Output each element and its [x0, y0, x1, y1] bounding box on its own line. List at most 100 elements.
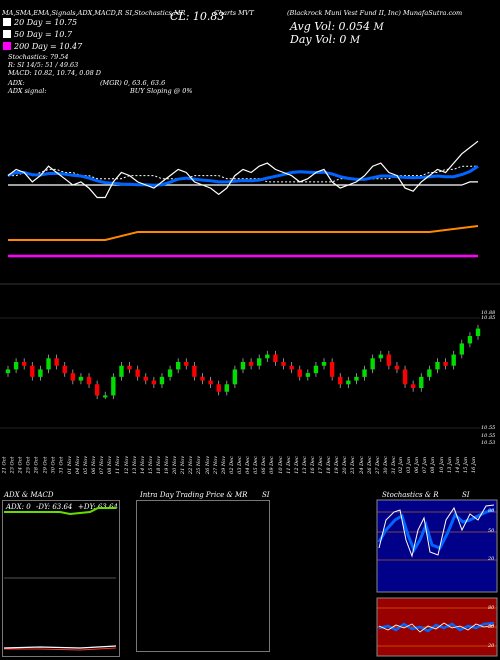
day-vol-label: Day Vol: 0 M	[290, 33, 361, 46]
candle-body	[475, 328, 481, 336]
candle-body	[103, 395, 108, 398]
adx-dy-line	[4, 507, 116, 516]
candle-body	[419, 376, 424, 388]
price-tick-bottom2: 10.55	[481, 433, 496, 439]
candle-body	[127, 365, 132, 370]
candle-body	[402, 369, 408, 385]
intraday-si-label: SI	[262, 491, 270, 499]
rsi-tick-50: 50	[488, 624, 495, 630]
stoch-k-line	[378, 504, 495, 558]
candle-body	[46, 358, 51, 370]
candle-body	[70, 373, 76, 381]
candle-body	[281, 362, 286, 366]
candle-body	[265, 354, 270, 359]
candle-body	[273, 354, 278, 362]
chart-title-left: MA,SMA,EMA,Signals,ADX,MACD,R	[2, 9, 123, 17]
adx-panel	[2, 500, 120, 657]
dy-neg-value: -DY: 63.64	[36, 503, 73, 511]
candle-body	[289, 365, 294, 370]
candle-body	[167, 369, 173, 377]
candle-body	[175, 362, 181, 370]
legend-200day-swatch	[3, 42, 11, 50]
stoch-d-line	[377, 508, 495, 554]
candle-body	[208, 380, 213, 385]
company-label: (Blackrock Muni Vest Fund II, Inc) Munaf…	[287, 9, 463, 17]
rsi-signal-line	[378, 622, 495, 633]
candle-body	[216, 384, 221, 392]
candle-body	[22, 362, 27, 366]
price-tick-bottom: 10.55	[481, 425, 496, 431]
candle-body	[467, 336, 473, 344]
candle-body	[248, 362, 254, 366]
candle-body	[257, 358, 262, 366]
main-chart	[0, 140, 500, 429]
ma20-line	[8, 165, 478, 183]
macd-line	[3, 645, 117, 649]
candle-body	[135, 369, 140, 377]
adx-value: ADX: 0	[6, 503, 31, 511]
legend-50day-swatch	[3, 30, 11, 38]
candle-body	[30, 365, 35, 377]
rsi-line	[378, 621, 495, 633]
macd-signal-line	[4, 647, 117, 651]
adx-line: ADX: (MGR) 0, 63.6, 63.6	[8, 79, 166, 87]
candle-body	[38, 369, 43, 377]
candle-body	[435, 362, 440, 370]
close-label: CL: 10.83	[170, 10, 225, 23]
candle-body	[362, 369, 367, 377]
candle-body	[329, 362, 335, 377]
rsi-tick-20: 20	[488, 643, 495, 649]
chart-title-mid: SI,Stochastics,MR	[125, 9, 186, 17]
candle-body	[321, 362, 327, 366]
candle-body	[459, 343, 464, 355]
close-line	[7, 140, 479, 199]
rsi-stat: R: SI 14/5: 51 / 49.63	[8, 61, 79, 69]
candle-body	[240, 362, 246, 370]
candle-body	[192, 365, 197, 377]
candle-body	[443, 362, 448, 366]
candle-body	[410, 384, 416, 388]
candle-body	[313, 365, 319, 374]
intraday-panel	[136, 500, 270, 652]
adx-panel-title: ADX & MACD	[4, 491, 54, 499]
stoch-tick-50: 50	[488, 528, 495, 534]
price-tick-bottom3: 10.53	[481, 440, 496, 446]
candle-body	[119, 365, 124, 377]
candle-body	[297, 369, 302, 377]
legend-20day-swatch	[3, 18, 11, 26]
candle-body	[232, 369, 238, 385]
candle-body	[151, 380, 157, 385]
candle-body	[143, 376, 148, 381]
stoch-panel-title: Stochastics & R	[382, 491, 439, 499]
candle-body	[78, 376, 84, 381]
price-tick-top2: 10.85	[481, 315, 496, 321]
candle-body	[370, 358, 375, 370]
candle-body	[94, 384, 100, 396]
candle-body	[394, 365, 400, 370]
stochastics-stat: Stochastics: 79.54	[8, 53, 69, 61]
candle-body	[200, 376, 205, 381]
orange-support-line	[8, 225, 479, 241]
price-tick-top: 10.88	[481, 310, 496, 316]
candle-body	[386, 354, 392, 366]
candle-body	[451, 354, 456, 366]
candle-body	[13, 362, 19, 370]
macd-stat: MACD: 10.82, 10.74, 0.08 D	[8, 69, 102, 77]
stoch-tick-80: 80	[488, 508, 495, 514]
candle-body	[305, 373, 311, 377]
ticker-label: Charts MVT	[214, 9, 254, 17]
ema-line	[7, 164, 479, 187]
legend-20day: 20 Day = 10.75	[3, 18, 77, 27]
adx-signal: ADX signal: BUY Sloping @ 0%	[8, 87, 193, 95]
legend-200day: 200 Day = 10.47	[3, 42, 82, 51]
avg-vol-label: Avg Vol: 0.054 M	[290, 20, 384, 33]
candle-body	[62, 365, 67, 374]
candle-body	[184, 362, 189, 366]
candle-body	[354, 376, 359, 381]
ma50-line	[8, 181, 478, 186]
candle-body	[86, 376, 92, 385]
candle-body	[378, 354, 383, 359]
candle-body	[427, 369, 432, 377]
candle-body	[54, 358, 59, 366]
